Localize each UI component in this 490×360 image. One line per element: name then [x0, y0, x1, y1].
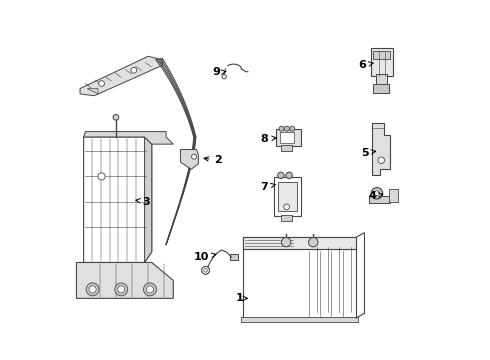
Circle shape: [89, 286, 96, 293]
Circle shape: [290, 126, 295, 131]
Text: 6: 6: [358, 60, 373, 70]
Circle shape: [222, 75, 226, 79]
Text: 9: 9: [212, 67, 226, 77]
Circle shape: [285, 126, 290, 131]
Polygon shape: [84, 137, 152, 262]
Circle shape: [378, 157, 385, 163]
Circle shape: [131, 67, 137, 73]
Circle shape: [192, 154, 196, 159]
Circle shape: [98, 81, 104, 86]
Circle shape: [286, 172, 293, 179]
Polygon shape: [84, 132, 173, 144]
Text: 2: 2: [204, 155, 222, 165]
Circle shape: [113, 114, 119, 120]
Bar: [230, 254, 238, 260]
Circle shape: [118, 286, 125, 293]
Circle shape: [309, 238, 318, 247]
Bar: [373, 84, 389, 93]
Circle shape: [371, 188, 383, 199]
Circle shape: [144, 283, 156, 296]
Text: 7: 7: [261, 182, 275, 192]
Circle shape: [98, 173, 105, 180]
Circle shape: [284, 204, 290, 210]
Text: 5: 5: [361, 148, 376, 158]
Bar: [280, 132, 294, 143]
Bar: [243, 237, 356, 318]
Circle shape: [115, 283, 128, 296]
Bar: [276, 129, 300, 146]
Circle shape: [374, 191, 379, 196]
Text: 4: 4: [368, 191, 383, 201]
Polygon shape: [80, 56, 163, 96]
Circle shape: [278, 172, 284, 179]
Bar: [368, 196, 390, 203]
Bar: [281, 215, 293, 221]
Polygon shape: [145, 137, 152, 262]
Circle shape: [204, 269, 207, 272]
Bar: [242, 317, 358, 322]
Circle shape: [147, 286, 153, 293]
Text: 8: 8: [261, 134, 276, 144]
Polygon shape: [371, 123, 390, 175]
Bar: [281, 145, 293, 151]
Text: 10: 10: [194, 252, 216, 262]
Polygon shape: [180, 149, 198, 169]
Circle shape: [201, 266, 210, 274]
Text: 3: 3: [136, 197, 150, 207]
Bar: [389, 189, 398, 202]
Circle shape: [86, 283, 99, 296]
Bar: [376, 74, 387, 85]
Polygon shape: [76, 262, 173, 298]
Text: 1: 1: [236, 293, 247, 303]
Bar: [370, 48, 393, 76]
Bar: [373, 50, 390, 59]
Polygon shape: [87, 89, 98, 94]
Circle shape: [279, 126, 284, 131]
Circle shape: [281, 238, 291, 247]
Bar: [243, 237, 356, 249]
Bar: [274, 177, 300, 216]
Bar: [278, 182, 297, 211]
